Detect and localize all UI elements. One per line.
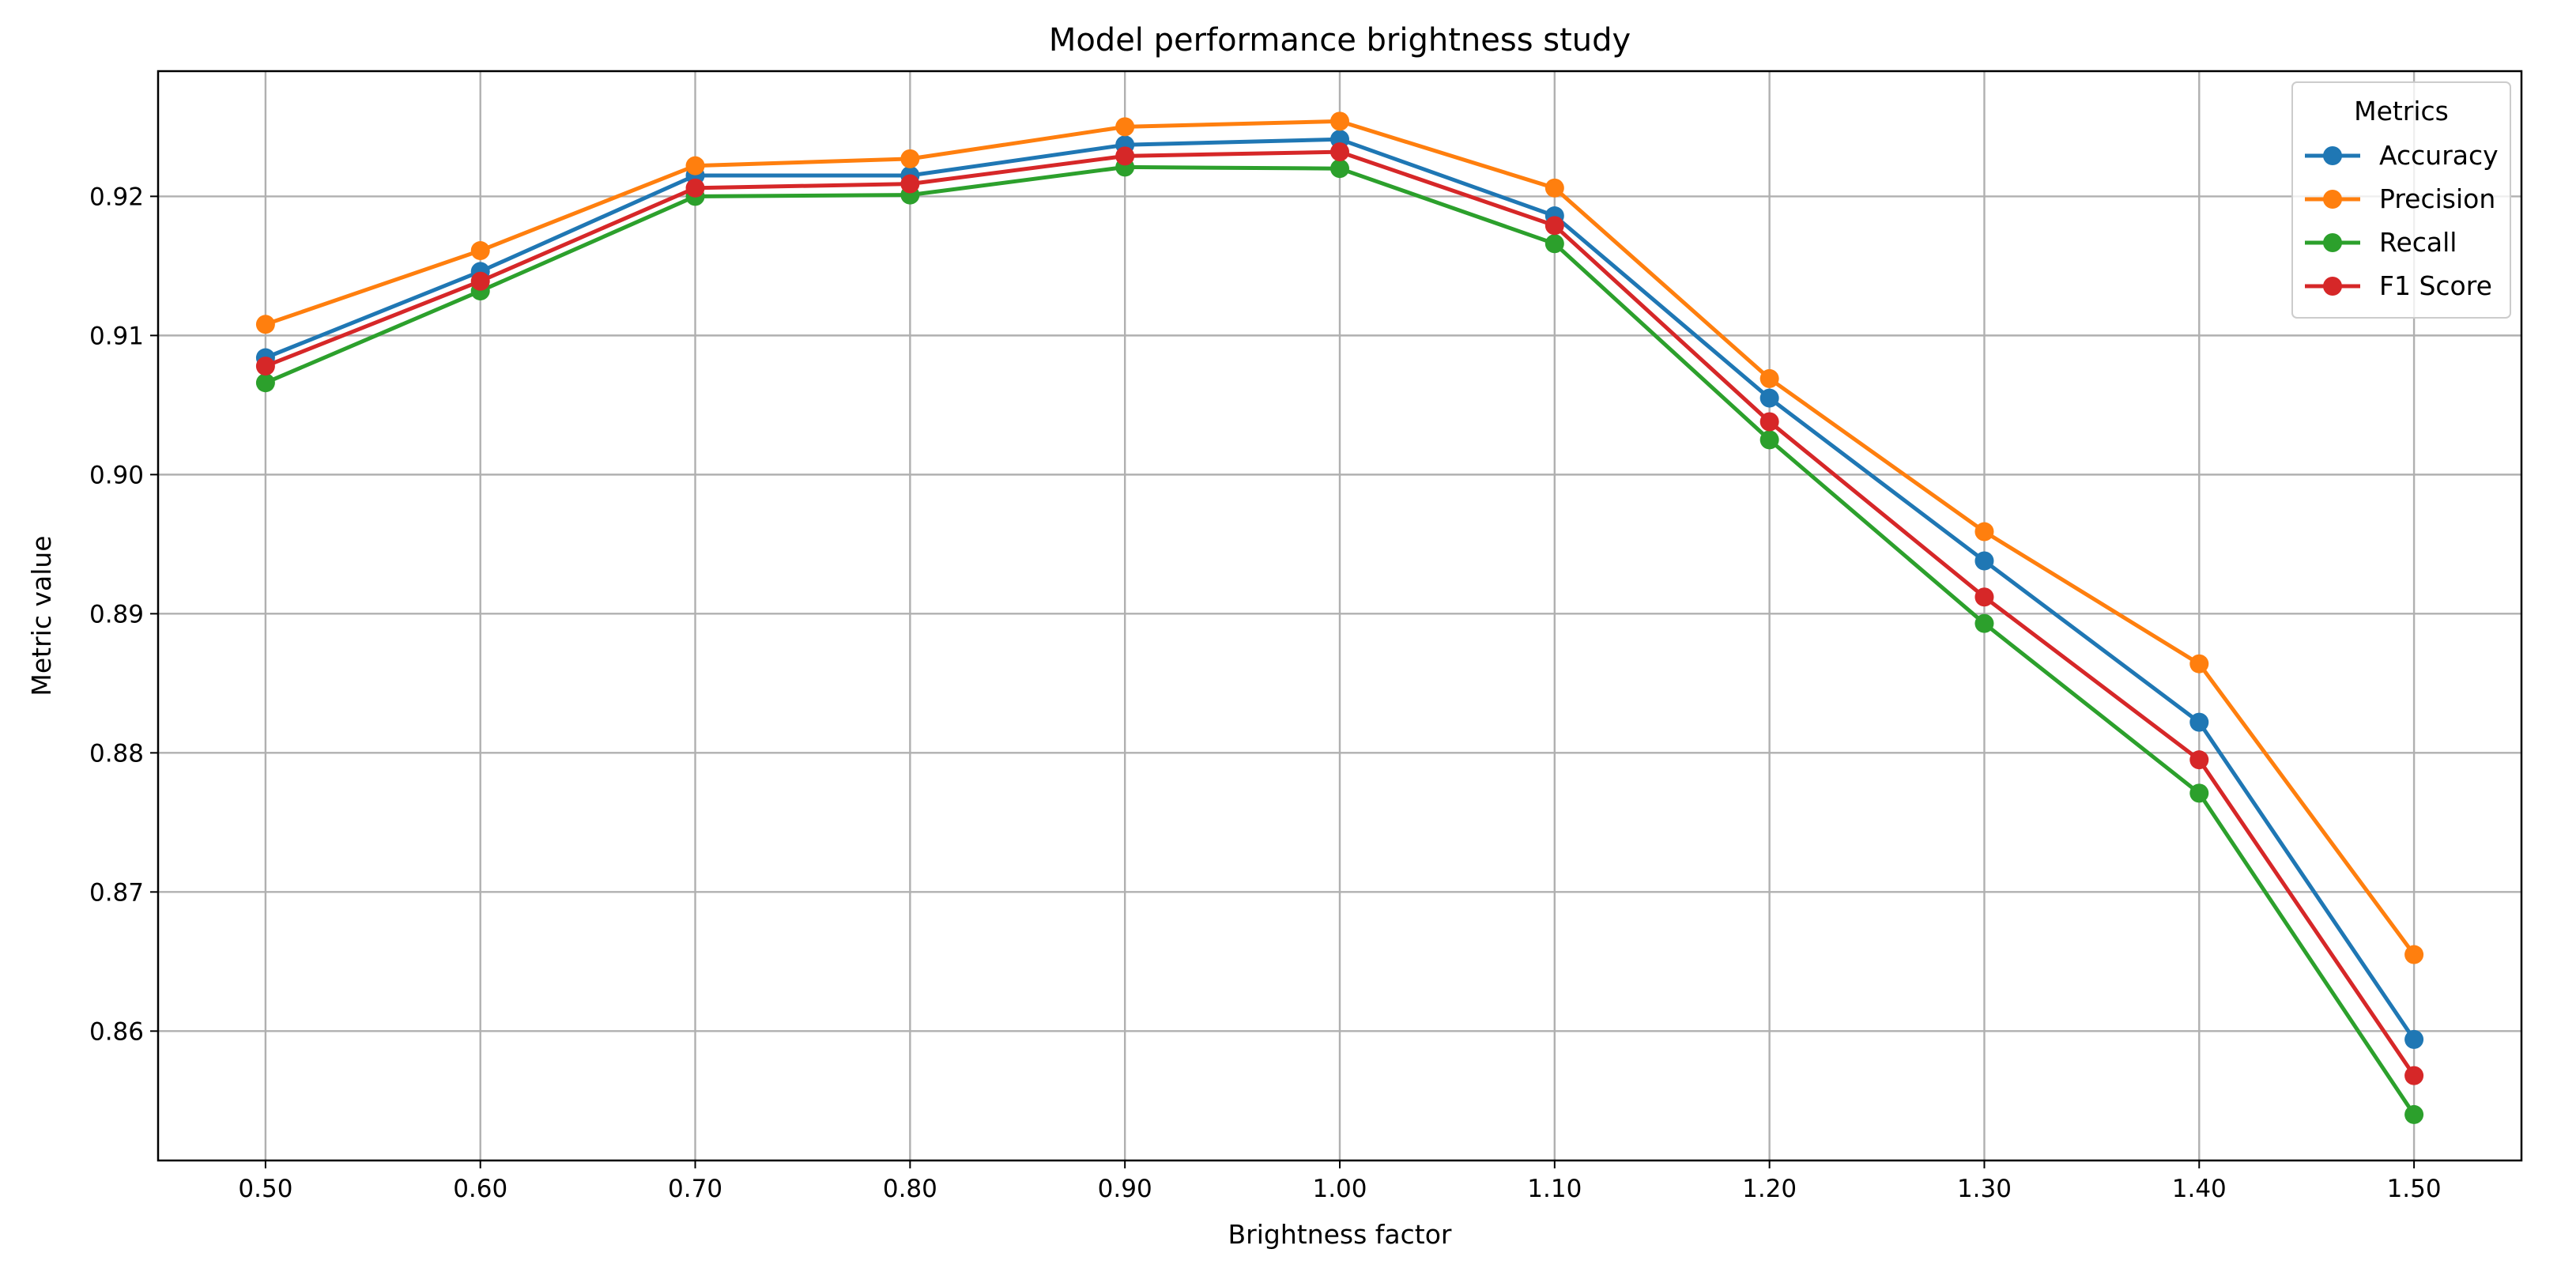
f1-score-point (2404, 1066, 2424, 1085)
accuracy-point (1759, 388, 1779, 408)
legend-label-f1-score: F1 Score (2379, 270, 2492, 301)
legend: Metrics Accuracy Precision Recall F1 Score (2291, 81, 2511, 319)
y-tick-label: 0.92 (89, 183, 144, 211)
legend-entry-precision: Precision (2305, 183, 2495, 214)
recall-point (2189, 783, 2209, 803)
chart-title: Model performance brightness study (1049, 22, 1631, 58)
f1-score-point (900, 174, 920, 194)
f1-score-point (685, 178, 705, 198)
legend-entry-accuracy: Accuracy (2305, 140, 2499, 171)
precision-point (1759, 368, 1779, 388)
precision-point (470, 241, 490, 261)
f1-score-point (1330, 142, 1349, 162)
y-tick-label: 0.90 (89, 461, 144, 489)
series-f1-score (255, 142, 2424, 1085)
x-tick-label: 1.20 (1742, 1175, 1797, 1203)
series-layer (255, 111, 2424, 1124)
legend-marker-accuracy (2323, 146, 2342, 165)
legend-marker-recall (2323, 233, 2342, 252)
axis-ticks: 0.50 0.60 0.70 0.80 0.90 1.00 1.10 1.20 1.30 1.40… (89, 183, 2442, 1203)
precision-point (1330, 111, 1349, 131)
recall-point (1544, 234, 1564, 254)
precision-point (255, 315, 275, 334)
legend-label-precision: Precision (2379, 183, 2495, 214)
x-tick-label: 1.00 (1312, 1175, 1367, 1203)
series-precision (255, 111, 2424, 964)
y-tick-label: 0.89 (89, 600, 144, 628)
f1-score-point (1544, 216, 1564, 236)
accuracy-point (2189, 712, 2209, 732)
y-axis-label: Metric value (26, 535, 57, 696)
accuracy-point (2404, 1029, 2424, 1049)
precision-point (1115, 117, 1135, 137)
legend-marker-precision (2323, 190, 2342, 209)
f1-score-point (1115, 146, 1135, 166)
x-tick-label: 1.50 (2387, 1175, 2442, 1203)
x-tick-label: 0.50 (238, 1175, 292, 1203)
x-tick-label: 1.40 (2172, 1175, 2227, 1203)
x-tick-label: 1.30 (1957, 1175, 2012, 1203)
recall-point (2404, 1104, 2424, 1124)
precision-point (2404, 945, 2424, 964)
legend-label-recall: Recall (2379, 227, 2457, 258)
legend-marker-f1-score (2323, 277, 2342, 296)
x-tick-label: 0.60 (453, 1175, 507, 1203)
precision-point (900, 149, 920, 168)
legend-box (2291, 81, 2511, 319)
recall-point (255, 373, 275, 393)
f1-score-point (255, 357, 275, 376)
y-tick-label: 0.91 (89, 322, 144, 350)
y-tick-label: 0.87 (89, 878, 144, 907)
f1-score-point (470, 271, 490, 291)
f1-score-point (1974, 587, 1994, 607)
legend-label-accuracy: Accuracy (2379, 140, 2499, 171)
legend-title: Metrics (2354, 96, 2449, 126)
x-tick-label: 0.90 (1098, 1175, 1152, 1203)
f1-score-point (2189, 750, 2209, 770)
recall-point (1759, 430, 1779, 450)
recall-point (1974, 613, 1994, 633)
f1-score-point (1759, 412, 1779, 432)
accuracy-point (1974, 551, 1994, 571)
recall-point (1330, 159, 1349, 179)
precision-point (685, 156, 705, 175)
y-tick-label: 0.86 (89, 1017, 144, 1046)
y-tick-label: 0.88 (89, 739, 144, 768)
precision-point (1974, 522, 1994, 542)
legend-entry-recall: Recall (2305, 227, 2457, 258)
precision-point (1544, 178, 1564, 198)
x-tick-label: 1.10 (1527, 1175, 1582, 1203)
x-tick-label: 0.80 (883, 1175, 937, 1203)
precision-point (2189, 654, 2209, 674)
x-axis-label: Brightness factor (1228, 1219, 1452, 1250)
x-tick-label: 0.70 (668, 1175, 722, 1203)
legend-entry-f1-score: F1 Score (2305, 270, 2492, 301)
